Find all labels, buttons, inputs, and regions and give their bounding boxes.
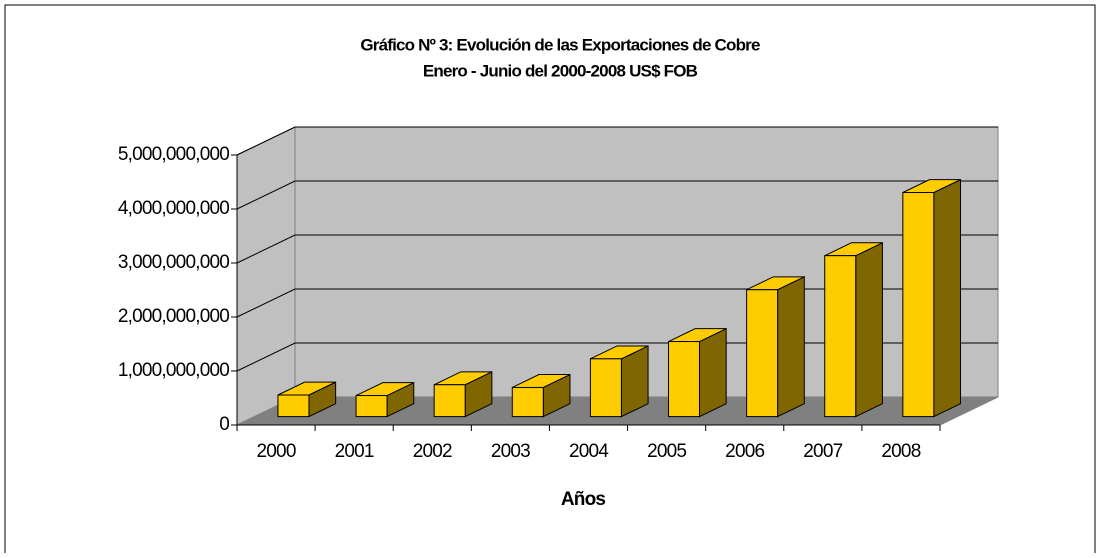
y-tick-label: 5,000,000,000 xyxy=(118,144,229,165)
x-tick-label: 2002 xyxy=(413,441,452,462)
side-wall xyxy=(236,126,296,426)
x-tick-label: 2004 xyxy=(569,441,609,462)
chart-subtitle: Enero - Junio del 2000-2008 US$ FOB xyxy=(423,61,698,80)
bar xyxy=(511,386,544,418)
x-tick-label: 2003 xyxy=(491,441,530,462)
grid-line xyxy=(236,234,998,264)
bar-side xyxy=(855,242,883,418)
grid-line xyxy=(236,126,998,156)
bar xyxy=(433,384,466,418)
bar-side xyxy=(933,178,962,418)
y-tick-label: 2,000,000,000 xyxy=(118,306,229,327)
bar xyxy=(589,358,622,418)
x-tick-label: 2005 xyxy=(647,441,686,462)
chart-title: Gráfico Nº 3: Evolución de las Exportaci… xyxy=(360,35,760,54)
bar xyxy=(277,394,310,418)
y-tick-label: 1,000,000,000 xyxy=(118,360,229,381)
bar-side xyxy=(777,276,805,418)
y-tick-label: 4,000,000,000 xyxy=(118,198,229,219)
chart-border xyxy=(4,4,1096,553)
bar xyxy=(668,341,701,418)
grid-line xyxy=(236,180,998,210)
x-axis-label: Años xyxy=(561,489,606,510)
x-tick-label: 2008 xyxy=(881,441,920,462)
bar xyxy=(355,395,388,418)
x-tick-label: 2007 xyxy=(803,441,842,462)
y-tick-label: 3,000,000,000 xyxy=(118,252,229,273)
x-tick-label: 2001 xyxy=(335,441,374,462)
x-tick-label: 2006 xyxy=(725,441,764,462)
bar xyxy=(902,192,935,418)
bar xyxy=(824,255,857,418)
bar-side xyxy=(699,327,727,418)
bar xyxy=(746,289,779,418)
y-tick-label: 0 xyxy=(219,414,229,435)
x-tick-label: 2000 xyxy=(257,441,296,462)
